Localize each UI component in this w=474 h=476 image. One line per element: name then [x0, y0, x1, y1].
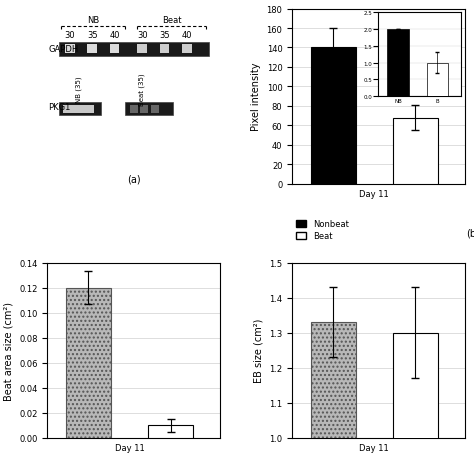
Bar [151, 106, 159, 114]
Y-axis label: EB size (cm²): EB size (cm²) [254, 318, 264, 383]
Bar [63, 106, 94, 114]
Text: PKG1: PKG1 [48, 103, 71, 112]
Text: Beat: Beat [162, 16, 181, 25]
Bar [59, 103, 101, 116]
Bar [59, 43, 210, 57]
Bar [392, 333, 438, 476]
Bar [148, 426, 193, 438]
Bar [182, 45, 192, 54]
Bar [310, 323, 356, 476]
Bar [137, 45, 147, 54]
Bar [110, 45, 119, 54]
Bar [125, 103, 173, 116]
Y-axis label: Pixel intensity: Pixel intensity [251, 63, 261, 131]
Y-axis label: Beat area size (cm²): Beat area size (cm²) [4, 301, 14, 400]
Text: GAPDH: GAPDH [48, 45, 79, 54]
Text: NB: NB [87, 16, 99, 25]
Bar [66, 288, 111, 438]
Text: 40: 40 [109, 31, 120, 40]
Bar [140, 106, 148, 114]
Text: 30: 30 [64, 31, 75, 40]
Text: 30: 30 [137, 31, 147, 40]
Text: (b): (b) [466, 228, 474, 238]
Bar [310, 49, 356, 184]
Text: 35: 35 [159, 31, 170, 40]
Text: NB (35): NB (35) [75, 77, 82, 103]
Bar [88, 45, 97, 54]
Text: 40: 40 [182, 31, 192, 40]
Bar [160, 45, 169, 54]
Bar [65, 45, 74, 54]
Bar [130, 106, 138, 114]
Text: Beat (35): Beat (35) [139, 74, 146, 106]
Legend: Nonbeat, Beat: Nonbeat, Beat [296, 220, 349, 240]
Text: (a): (a) [127, 174, 140, 184]
Text: 35: 35 [87, 31, 98, 40]
Bar [392, 119, 438, 184]
